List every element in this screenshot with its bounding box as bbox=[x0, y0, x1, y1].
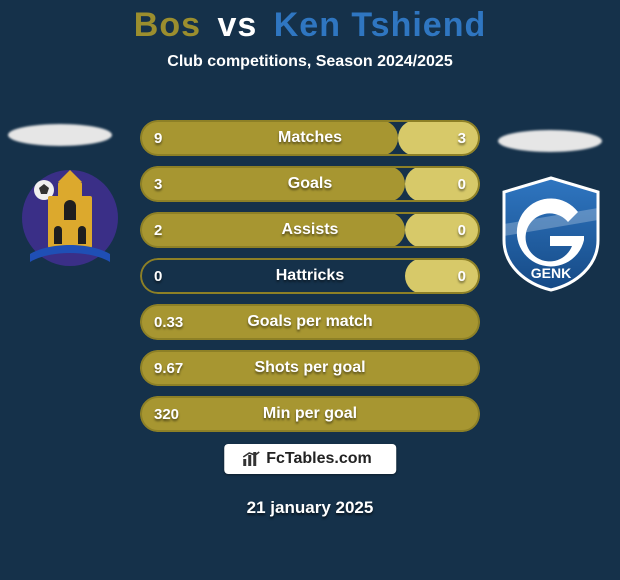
stat-fill-a bbox=[140, 166, 405, 202]
stat-value-b: 0 bbox=[458, 212, 466, 248]
stat-fill-a bbox=[140, 212, 405, 248]
stat-value-b: 0 bbox=[458, 258, 466, 294]
chart-icon bbox=[242, 451, 260, 467]
player-b-name: Ken Tshiend bbox=[274, 6, 487, 44]
stat-row: Shots per goal9.67 bbox=[140, 350, 480, 386]
vs-label: vs bbox=[217, 6, 257, 44]
player-a-name: Bos bbox=[134, 6, 201, 44]
left-shadow-ellipse bbox=[8, 124, 112, 146]
club-crest-left bbox=[20, 168, 120, 268]
stat-row: Goals30 bbox=[140, 166, 480, 202]
right-shadow-ellipse bbox=[498, 130, 602, 152]
crest-right-svg: GENK bbox=[498, 174, 604, 294]
stat-row: Matches93 bbox=[140, 120, 480, 156]
stat-fill-a bbox=[140, 304, 480, 340]
comparison-infographic: Bos vs Ken Tshiend Club competitions, Se… bbox=[0, 0, 620, 580]
brand-text: FcTables.com bbox=[266, 450, 372, 468]
stats-bars: Matches93Goals30Assists20Hattricks00Goal… bbox=[140, 120, 480, 442]
stat-fill-a bbox=[140, 350, 480, 386]
stat-row: Min per goal320 bbox=[140, 396, 480, 432]
svg-text:GENK: GENK bbox=[531, 265, 571, 281]
stat-value-a: 9 bbox=[154, 120, 162, 156]
footer-date: 21 january 2025 bbox=[0, 498, 620, 518]
page-title: Bos vs Ken Tshiend bbox=[0, 0, 620, 45]
stat-row: Assists20 bbox=[140, 212, 480, 248]
brand-badge: FcTables.com bbox=[224, 444, 396, 474]
stat-fill-b bbox=[405, 258, 480, 294]
stat-fill-b bbox=[398, 120, 480, 156]
stat-fill-a bbox=[140, 120, 398, 156]
stat-value-a: 2 bbox=[154, 212, 162, 248]
stat-row: Hattricks00 bbox=[140, 258, 480, 294]
subtitle: Club competitions, Season 2024/2025 bbox=[0, 53, 620, 71]
stat-fill-b bbox=[405, 212, 480, 248]
stat-value-b: 0 bbox=[458, 166, 466, 202]
stat-value-a: 3 bbox=[154, 166, 162, 202]
stat-fill-b bbox=[405, 166, 480, 202]
stat-row: Goals per match0.33 bbox=[140, 304, 480, 340]
stat-value-a: 0 bbox=[154, 258, 162, 294]
stat-value-a: 0.33 bbox=[154, 304, 183, 340]
stat-fill-a bbox=[140, 396, 480, 432]
stat-value-b: 3 bbox=[458, 120, 466, 156]
club-crest-right: GENK bbox=[498, 174, 604, 294]
crest-left-svg bbox=[20, 168, 120, 268]
stat-value-a: 9.67 bbox=[154, 350, 183, 386]
stat-value-a: 320 bbox=[154, 396, 179, 432]
